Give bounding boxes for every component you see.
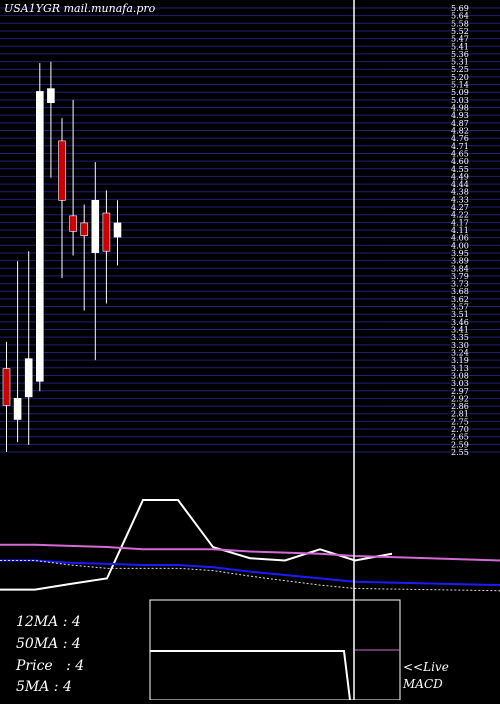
y-tick-label: 3.73 [451,280,469,289]
candle-body [2,368,11,406]
y-tick-label: 3.95 [451,249,469,258]
candles [2,61,122,452]
y-tick-label: 5.03 [451,96,469,105]
chart-title: USA1YGR mail.munafa.pro [4,2,156,15]
indicator-series-line [0,559,500,592]
y-tick-label: 5.52 [451,27,469,36]
y-tick-label: 5.47 [451,35,469,44]
y-tick-label: 4.33 [451,195,469,204]
y-tick-label: 2.97 [451,387,469,396]
candle-body [91,200,100,253]
y-tick-label: 3.13 [451,364,469,373]
y-tick-label: 3.35 [451,333,469,342]
indicator-series-line [0,559,500,587]
y-tick-label: 2.65 [451,433,469,442]
y-tick-label: 3.19 [451,356,469,365]
y-tick-label: 2.55 [451,448,469,457]
y-tick-label: 3.57 [451,303,469,312]
legend-price: Price : 4 [16,658,85,674]
y-tick-label: 3.08 [451,371,469,380]
grid-layer [0,7,500,453]
y-tick-label: 3.62 [451,295,469,304]
indicator-series-line [0,543,500,562]
y-tick-label: 3.03 [451,379,469,388]
legend-5ma: 5MA : 4 [16,679,72,695]
macd-line [150,650,351,701]
y-tick-label: 4.49 [451,172,469,181]
y-tick-label: 5.31 [451,58,469,67]
y-tick-label: 5.14 [451,81,469,90]
candle-body [113,222,122,238]
y-tick-label: 5.25 [451,65,469,74]
y-tick-label: 2.59 [451,440,469,449]
y-tick-label: 2.86 [451,402,469,411]
macd-label: MACD [403,677,443,691]
macd-live-label: <<Live [403,660,449,674]
y-tick-label: 3.84 [451,264,469,273]
candle-body [58,140,66,201]
y-tick-label: 3.79 [451,272,469,281]
candle-body [102,212,111,252]
y-tick-label: 4.38 [451,188,469,197]
y-tick-label: 3.30 [451,341,469,350]
y-tick-label: 4.55 [451,165,469,174]
y-tick-labels: 5.695.645.585.525.475.415.365.315.255.20… [451,4,469,457]
candle-body [24,358,33,398]
y-tick-label: 4.00 [451,241,469,250]
y-tick-label: 5.36 [451,50,469,59]
candle-body [13,397,22,420]
y-tick-label: 5.41 [451,42,469,51]
legend-12ma: 12MA : 4 [16,614,81,630]
y-tick-label: 5.64 [451,12,469,21]
y-tick-label: 3.89 [451,257,469,266]
y-tick-label: 4.87 [451,119,469,128]
candle-body [69,215,77,232]
y-tick-label: 2.75 [451,417,469,426]
candle-body [80,222,88,236]
y-tick-label: 3.24 [451,348,469,357]
indicator-series-line [0,499,393,591]
y-tick-label: 4.27 [451,203,469,212]
y-tick-label: 4.93 [451,111,469,120]
y-tick-label: 5.09 [451,88,469,97]
y-tick-label: 4.44 [451,180,469,189]
y-tick-label: 3.41 [451,326,469,335]
y-tick-label: 4.17 [451,218,469,227]
y-tick-label: 3.68 [451,287,469,296]
y-tick-label: 3.46 [451,318,469,327]
y-tick-label: 4.82 [451,126,469,135]
y-tick-label: 4.22 [451,211,469,220]
indicator-lines [0,499,500,592]
y-tick-label: 4.60 [451,157,469,166]
candle-body [35,91,44,382]
y-tick-label: 2.92 [451,394,469,403]
y-tick-label: 4.71 [451,142,469,151]
y-tick-label: 2.81 [451,410,469,419]
y-tick-label: 5.20 [451,73,469,82]
y-tick-label: 5.58 [451,19,469,28]
y-tick-label: 4.11 [451,226,469,235]
candle-body [47,88,55,104]
y-tick-label: 4.98 [451,104,469,113]
y-tick-label: 4.06 [451,234,469,243]
y-tick-label: 4.76 [451,134,469,143]
y-tick-label: 3.51 [451,310,469,319]
y-tick-label: 2.70 [451,425,469,434]
y-tick-label: 4.65 [451,149,469,158]
y-tick-label: 5.69 [451,4,469,13]
legend-50ma: 50MA : 4 [16,636,81,652]
